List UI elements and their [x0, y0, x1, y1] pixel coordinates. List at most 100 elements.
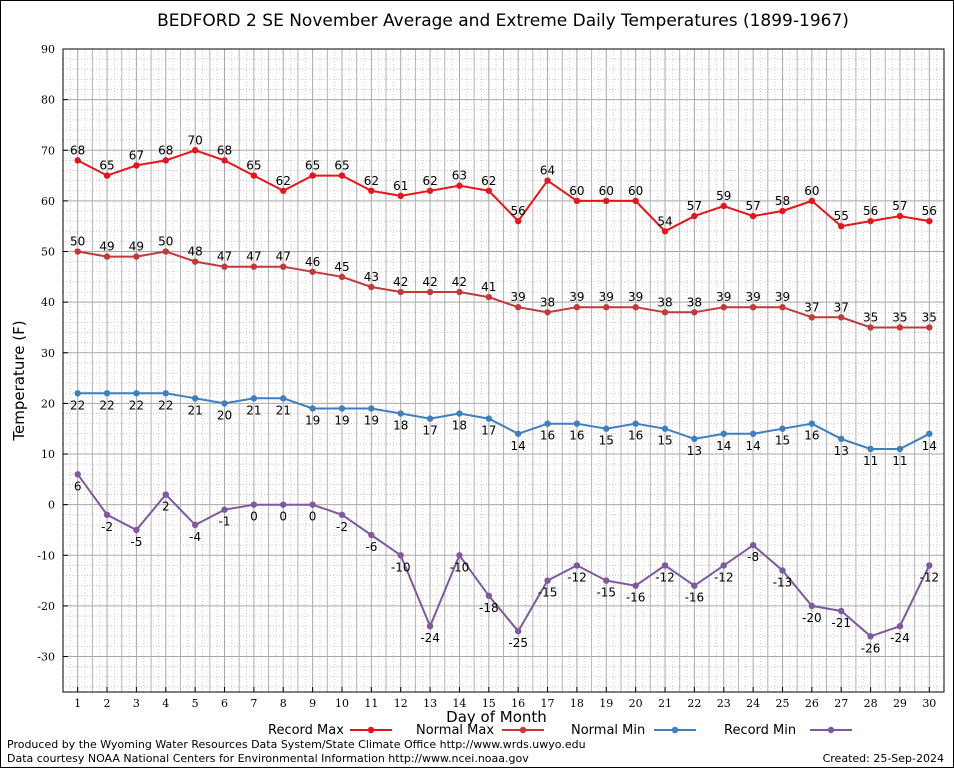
record-min-data-label: -26	[861, 641, 881, 655]
y-tick-label: -20	[37, 600, 55, 613]
x-tick-label: 11	[364, 697, 378, 710]
record-min-data-label: -6	[365, 540, 377, 554]
normal-min-data-label: 15	[599, 434, 614, 448]
chart-title: BEDFORD 2 SE November Average and Extrem…	[157, 11, 849, 31]
record-min-point	[456, 552, 463, 559]
record-max-point	[514, 217, 522, 225]
normal-max-data-label: 42	[452, 275, 467, 289]
y-tick-label: 70	[41, 144, 55, 157]
x-tick-label: 16	[511, 697, 525, 710]
record-min-point	[632, 582, 639, 589]
y-tick-label: -30	[37, 651, 55, 664]
record-max-point	[250, 172, 258, 179]
normal-max-point	[632, 304, 639, 311]
normal-min-point	[162, 390, 169, 397]
record-min-data-label: -24	[890, 631, 910, 645]
record-max-point	[896, 212, 904, 220]
record-min-point	[162, 491, 169, 498]
normal-max-point	[838, 314, 845, 321]
normal-max-data-label: 35	[922, 310, 937, 324]
normal-max-data-label: 35	[863, 310, 878, 324]
record-max-point	[221, 157, 228, 164]
record-max-line	[77, 149, 930, 233]
y-tick-label: -10	[37, 549, 55, 562]
normal-min-point	[661, 425, 669, 432]
normal-max-point	[103, 253, 111, 260]
x-tick-label: 19	[599, 697, 613, 710]
normal-min-point	[280, 395, 287, 402]
record-min-point	[485, 592, 493, 600]
normal-min-point	[133, 390, 140, 397]
record-min-point	[749, 541, 757, 549]
normal-min-point	[926, 430, 933, 437]
record-max-point	[162, 157, 169, 164]
normal-min-point	[896, 445, 904, 453]
record-min-data-label: -25	[508, 636, 528, 650]
normal-max-point	[280, 263, 287, 270]
normal-max-data-label: 39	[716, 290, 731, 304]
x-tick-label: 27	[834, 697, 848, 710]
normal-min-data-label: 13	[687, 444, 702, 458]
normal-max-data-label: 47	[217, 250, 232, 264]
record-min-data-label: -13	[773, 575, 793, 589]
normal-max-point	[191, 258, 199, 265]
normal-max-point	[74, 248, 81, 255]
normal-max-data-label: 37	[804, 300, 819, 314]
record-min-point	[74, 471, 81, 478]
record-max-data-label: 62	[276, 174, 291, 188]
record-min-data-label: -12	[714, 570, 734, 584]
x-tick-label: 22	[687, 697, 701, 710]
normal-max-data-label: 43	[364, 270, 379, 284]
normal-min-point	[808, 420, 816, 427]
normal-max-data-label: 38	[687, 295, 702, 309]
x-tick-label: 13	[423, 697, 437, 710]
record-min-point	[397, 552, 404, 559]
y-tick-label: 80	[41, 94, 55, 107]
normal-max-data-label: 39	[569, 290, 584, 304]
normal-min-point	[456, 410, 463, 417]
record-min-point	[133, 526, 140, 534]
normal-min-data-label: 15	[657, 434, 672, 448]
record-min-data-label: -2	[101, 520, 113, 534]
record-min-data-label: -21	[831, 616, 851, 630]
normal-min-point	[838, 435, 845, 443]
record-max-point	[103, 172, 111, 179]
normal-max-point	[485, 293, 493, 301]
record-max-data-label: 60	[628, 184, 643, 198]
normal-max-point	[426, 288, 434, 296]
normal-max-data-label: 38	[540, 295, 555, 309]
record-min-data-label: -24	[420, 631, 440, 645]
x-tick-label: 10	[335, 697, 349, 710]
normal-max-data-label: 50	[70, 235, 85, 249]
y-tick-label: 90	[41, 43, 55, 56]
record-max-point	[838, 223, 845, 230]
record-max-point	[632, 197, 639, 205]
record-max-point	[720, 202, 727, 210]
y-tick-label: 10	[41, 448, 55, 461]
normal-max-point	[779, 304, 786, 311]
grid	[63, 48, 944, 692]
record-max-point	[397, 192, 404, 200]
record-max-data-label: 56	[922, 204, 937, 218]
normal-max-point	[514, 304, 522, 311]
legend-label-normal-max: Normal Max	[416, 723, 494, 738]
record-max-data-label: 70	[188, 133, 203, 147]
record-max-point	[280, 187, 287, 194]
record-min-point	[368, 531, 375, 539]
normal-max-data-label: 42	[422, 275, 437, 289]
x-tick-label: 1	[74, 697, 81, 710]
normal-min-point	[779, 425, 786, 432]
record-max-data-label: 67	[129, 148, 144, 162]
footer-created-date: Created: 25-Sep-2024	[822, 752, 944, 765]
x-tick-label: 25	[775, 697, 789, 710]
normal-min-data-label: 21	[246, 403, 261, 417]
record-min-point	[896, 622, 904, 630]
record-min-point	[808, 602, 816, 610]
normal-max-point	[309, 268, 316, 275]
plot-border	[62, 48, 945, 693]
normal-min-data-label: 19	[305, 413, 320, 427]
record-min-data-label: -20	[802, 611, 822, 625]
record-min-point	[309, 501, 316, 508]
normal-min-data-label: 17	[481, 424, 496, 438]
